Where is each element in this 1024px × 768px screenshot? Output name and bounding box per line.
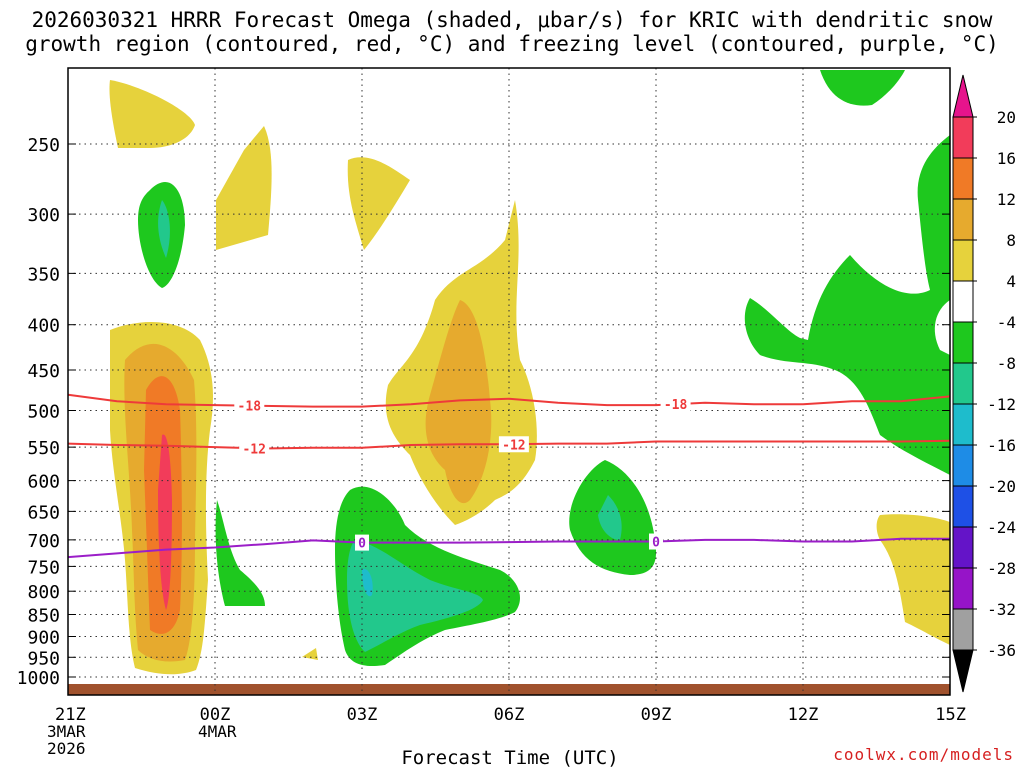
contour-label: -12 <box>242 442 265 457</box>
contour-label: -12 <box>502 438 525 453</box>
colorbar-label: 12 <box>997 190 1016 209</box>
omega-region <box>425 300 492 504</box>
colorbar-label: -36 <box>987 641 1016 660</box>
colorbar-swatch <box>952 157 974 200</box>
colorbar-swatch <box>952 198 974 241</box>
y-tick-label: 350 <box>27 264 60 285</box>
omega-region <box>744 135 950 475</box>
colorbar-label: -12 <box>987 395 1016 414</box>
contour-label-bg <box>498 436 529 453</box>
contour-freezing_level <box>67 537 950 559</box>
contour-label-bg <box>239 440 270 457</box>
y-tick-label: 750 <box>27 557 60 578</box>
colorbar-swatch <box>952 608 974 651</box>
y-tick-label: 850 <box>27 606 60 627</box>
colorbar-label: -20 <box>987 477 1016 496</box>
chart-title-line-1: 2026030321 HRRR Forecast Omega (shaded, … <box>31 8 993 32</box>
colorbar-label: -8 <box>997 354 1016 373</box>
contour-label-bg <box>660 396 691 413</box>
contour-label: -18 <box>238 400 262 415</box>
colorbar-label: 16 <box>997 149 1016 168</box>
omega-shading <box>109 70 950 675</box>
y-tick-label: 500 <box>27 402 60 423</box>
y-tick-label: 300 <box>27 205 60 226</box>
credit-link[interactable]: coolwx.com/models <box>833 745 1014 764</box>
omega-region <box>820 70 905 106</box>
contour-label: 0 <box>358 537 366 552</box>
contour-lines: -18 -18 -12 -12 0 0 <box>67 393 951 559</box>
y-tick-label: 950 <box>27 648 60 669</box>
colorbar-swatch <box>952 567 974 610</box>
y-tick-label: 1000 <box>17 668 60 689</box>
x-tick-label: 21Z <box>55 705 86 725</box>
y-tick-label: 900 <box>27 627 60 648</box>
x-tick-date-label: 3MAR <box>47 722 86 741</box>
grid-lines <box>67 68 951 695</box>
y-tick-label: 650 <box>27 502 60 523</box>
colorbar-label: -32 <box>987 600 1016 619</box>
colorbar-label: -4 <box>997 313 1016 332</box>
x-tick-label: 00Z <box>200 705 231 725</box>
x-tick-label: 06Z <box>494 705 525 725</box>
colorbar-swatch <box>952 116 974 159</box>
omega-region <box>362 569 373 597</box>
colorbar-label: -16 <box>987 436 1016 455</box>
colorbar-swatch <box>952 321 974 364</box>
colorbar-label: 8 <box>1006 231 1016 250</box>
colorbar-label: -24 <box>987 518 1016 537</box>
contour-label-bg <box>355 534 369 551</box>
x-tick-year-label: 2026 <box>47 739 86 758</box>
colorbar-swatch <box>952 403 974 446</box>
chart-title: 2026030321 HRRR Forecast Omega (shaded, … <box>0 8 1024 56</box>
omega-region <box>876 514 950 645</box>
y-tick-label: 800 <box>27 582 60 603</box>
y-tick-label: 450 <box>27 361 60 382</box>
colorbar-swatch <box>952 362 974 405</box>
colorbar-swatch <box>952 280 974 323</box>
contour-label: -18 <box>664 398 688 413</box>
omega-region <box>215 500 265 606</box>
colorbar-bottom-arrow <box>952 649 974 693</box>
colorbar-label: 20 <box>997 108 1016 127</box>
y-tick-label: 600 <box>27 472 60 493</box>
omega-region <box>934 300 950 355</box>
colorbar-swatch <box>952 526 974 569</box>
x-tick-label: 03Z <box>347 705 378 725</box>
contour-label-bg <box>234 397 265 414</box>
y-axis: 2503003504004505005506006507007508008509… <box>17 135 950 689</box>
contour-label: 0 <box>652 536 660 551</box>
x-axis-label: Forecast Time (UTC) <box>401 747 618 768</box>
colorbar-label: -28 <box>987 559 1016 578</box>
contour-label-bg <box>649 533 663 550</box>
contour-dgz_top <box>67 393 951 408</box>
chart-title-line-2: growth region (contoured, red, °C) and f… <box>25 32 999 56</box>
y-tick-label: 700 <box>27 531 60 552</box>
colorbar: 20 16 12 8 4 -4 -8 -12 -16 -20 -24 -28 -32 -36 <box>952 74 1016 693</box>
y-tick-label: 550 <box>27 438 60 459</box>
colorbar-top-arrow <box>952 74 974 118</box>
colorbar-label: 4 <box>1006 272 1016 291</box>
x-tick-label: 09Z <box>641 705 672 725</box>
colorbar-swatch <box>952 444 974 487</box>
omega-region <box>109 80 195 148</box>
x-tick-label: 12Z <box>788 705 819 725</box>
colorbar-swatch <box>952 239 974 282</box>
x-tick-label: 15Z <box>935 705 966 725</box>
omega-region <box>302 648 318 660</box>
colorbar-swatch <box>952 485 974 528</box>
y-tick-label: 400 <box>27 316 60 337</box>
plot-frame <box>67 67 951 696</box>
y-tick-label: 250 <box>27 135 60 156</box>
omega-region <box>598 495 622 540</box>
omega-region <box>347 540 483 652</box>
omega-region <box>158 200 170 258</box>
omega-region <box>347 157 410 250</box>
omega-region <box>216 126 272 250</box>
x-tick-date-label: 4MAR <box>198 722 237 741</box>
